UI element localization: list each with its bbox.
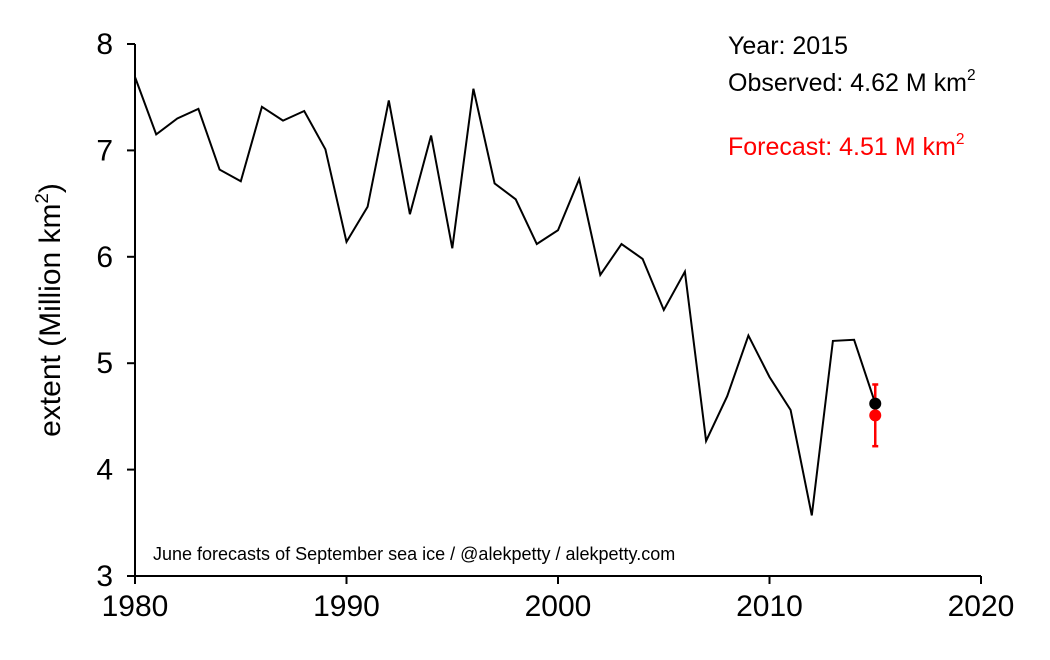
forecast-annotation: Forecast: 4.51 M km2 [728,131,964,161]
x-ticks: 1980 1990 2000 2010 2020 [102,576,1015,623]
credit-annotation: June forecasts of September sea ice / @a… [153,544,675,564]
forecast-annotation-text: Forecast: 4.51 M km [728,133,956,161]
x-tick-label: 1980 [102,590,169,623]
year-annotation: Year: 2015 [728,32,848,60]
y-tick-label: 4 [96,454,113,487]
observed-annotation-text: Observed: 4.62 M km [728,69,967,97]
forecast-point [869,409,882,422]
y-tick-label: 5 [96,347,113,380]
y-axis-label: extent (Million km2) [31,183,67,437]
x-tick-label: 2020 [948,590,1015,623]
forecast-annotation-superscript: 2 [956,131,965,148]
extent-series-line [134,76,877,516]
y-tick-label: 8 [96,28,113,61]
y-axis-label-superscript: 2 [31,193,52,203]
observed-point [869,397,882,410]
y-tick-label: 3 [96,560,113,593]
x-tick-label: 1990 [313,590,380,623]
observed-annotation-superscript: 2 [967,67,976,84]
y-axis-label-close: ) [34,183,67,193]
observed-annotation: Observed: 4.62 M km2 [728,67,976,97]
x-tick-label: 2000 [525,590,592,623]
y-tick-label: 6 [96,241,113,274]
x-tick-label: 2010 [736,590,803,623]
y-tick-label: 7 [96,134,113,167]
y-axis-label-main: extent (Million km [34,203,67,436]
y-ticks: 3 4 5 6 7 8 [96,28,135,593]
